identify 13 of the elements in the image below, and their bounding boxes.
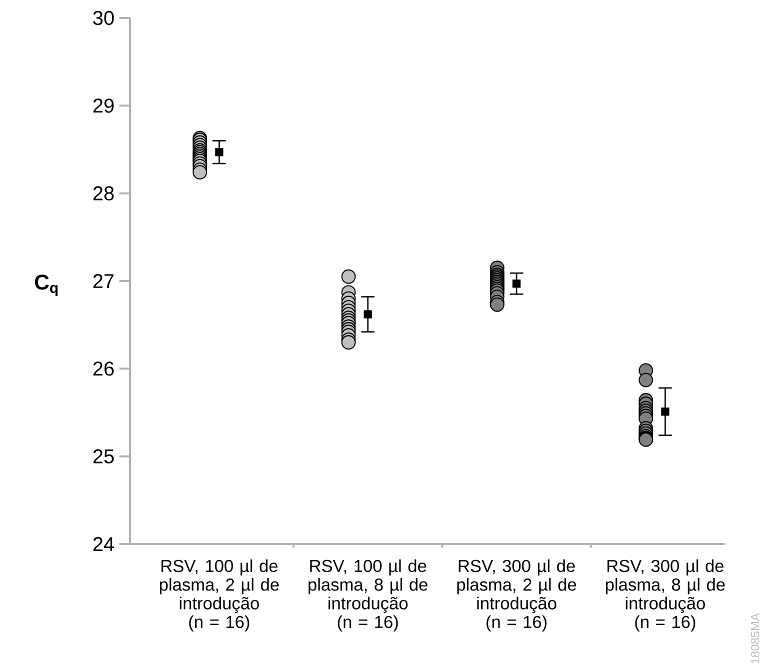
y-tick-label: 27 — [93, 274, 114, 288]
x-tick-label: RSV, 100 µl de plasma, 8 µl de introdução (n = 16) — [308, 559, 428, 632]
y-tick-label: 30 — [93, 10, 114, 26]
y-tick-label: 25 — [93, 449, 114, 464]
y-axis-title: C$_{q}$ — [34, 274, 58, 296]
y-tick-label: 28 — [93, 186, 114, 200]
y-tick-label: 24 — [93, 537, 114, 551]
text: 18085MA — [750, 613, 760, 664]
x-tick-label: RSV, 300 µl de plasma, 8 µl de introdução (n = 16) — [606, 559, 725, 632]
y-tick-label: 26 — [93, 362, 114, 376]
x-tick-label: RSV, 100 µl de plasma, 2 µl de introdução (n = 16) — [160, 559, 279, 632]
x-tick-label: RSV, 300 µl de plasma, 2 µl de introdução (n = 16) — [457, 559, 576, 632]
y-tick-label: 29 — [93, 98, 114, 113]
